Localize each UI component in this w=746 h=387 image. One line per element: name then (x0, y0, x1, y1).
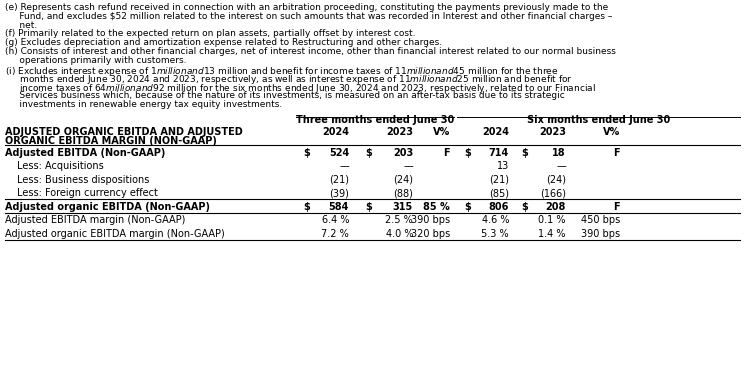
Text: 2023: 2023 (386, 127, 413, 137)
Text: F: F (613, 202, 620, 212)
Text: 450 bps: 450 bps (580, 215, 620, 225)
Text: 524: 524 (329, 147, 349, 158)
Text: (85): (85) (489, 188, 509, 198)
Text: Less: Acquisitions: Less: Acquisitions (17, 161, 104, 171)
Text: income taxes of $64 million and $92 million for the six months ended June 30, 20: income taxes of $64 million and $92 mill… (5, 82, 596, 95)
Text: ORGANIC EBITDA MARGIN (NON-GAAP): ORGANIC EBITDA MARGIN (NON-GAAP) (5, 135, 217, 146)
Text: 18: 18 (552, 147, 566, 158)
Text: Adjusted organic EBITDA margin (Non-GAAP): Adjusted organic EBITDA margin (Non-GAAP… (5, 229, 225, 239)
Text: —: — (557, 161, 566, 171)
Text: (24): (24) (393, 175, 413, 185)
Text: $: $ (365, 147, 372, 158)
Text: 2023: 2023 (539, 127, 566, 137)
Text: F: F (613, 147, 620, 158)
Text: V%: V% (603, 127, 620, 137)
Text: $: $ (303, 147, 310, 158)
Text: 1.4 %: 1.4 % (539, 229, 566, 239)
Text: operations primarily with customers.: operations primarily with customers. (5, 56, 186, 65)
Text: net.: net. (5, 21, 37, 29)
Text: investments in renewable energy tax equity investments.: investments in renewable energy tax equi… (5, 100, 282, 109)
Text: Fund, and excludes $52 million related to the interest on such amounts that was : Fund, and excludes $52 million related t… (5, 12, 612, 21)
Text: $: $ (521, 202, 527, 212)
Text: 13: 13 (497, 161, 509, 171)
Text: ADJUSTED ORGANIC EBITDA AND ADJUSTED: ADJUSTED ORGANIC EBITDA AND ADJUSTED (5, 127, 242, 137)
Text: 806: 806 (489, 202, 509, 212)
Text: 208: 208 (545, 202, 566, 212)
Text: (88): (88) (393, 188, 413, 198)
Text: 390 bps: 390 bps (581, 229, 620, 239)
Text: Adjusted organic EBITDA (Non-GAAP): Adjusted organic EBITDA (Non-GAAP) (5, 202, 210, 212)
Text: (h) Consists of interest and other financial charges, net of interest income, ot: (h) Consists of interest and other finan… (5, 47, 616, 56)
Text: 320 bps: 320 bps (411, 229, 450, 239)
Text: $: $ (464, 202, 471, 212)
Text: —: — (339, 161, 349, 171)
Text: 7.2 %: 7.2 % (322, 229, 349, 239)
Text: Three months ended June 30: Three months ended June 30 (296, 115, 454, 125)
Text: 4.6 %: 4.6 % (481, 215, 509, 225)
Text: F: F (443, 147, 450, 158)
Text: (21): (21) (329, 175, 349, 185)
Text: (24): (24) (546, 175, 566, 185)
Text: 4.0 %: 4.0 % (386, 229, 413, 239)
Text: (f) Primarily related to the expected return on plan assets, partially offset by: (f) Primarily related to the expected re… (5, 29, 416, 38)
Text: 584: 584 (329, 202, 349, 212)
Text: (e) Represents cash refund received in connection with an arbitration proceeding: (e) Represents cash refund received in c… (5, 3, 608, 12)
Text: (21): (21) (489, 175, 509, 185)
Text: 2.5 %: 2.5 % (385, 215, 413, 225)
Text: 0.1 %: 0.1 % (539, 215, 566, 225)
Text: (39): (39) (329, 188, 349, 198)
Text: 2024: 2024 (322, 127, 349, 137)
Text: 6.4 %: 6.4 % (322, 215, 349, 225)
Text: 2024: 2024 (482, 127, 509, 137)
Text: (i) Excludes interest expense of $1 million and $13 million and benefit for inco: (i) Excludes interest expense of $1 mill… (5, 65, 559, 78)
Text: 5.3 %: 5.3 % (481, 229, 509, 239)
Text: 390 bps: 390 bps (411, 215, 450, 225)
Text: Less: Foreign currency effect: Less: Foreign currency effect (17, 188, 158, 198)
Text: $: $ (521, 147, 527, 158)
Text: Less: Business dispositions: Less: Business dispositions (17, 175, 149, 185)
Text: (166): (166) (540, 188, 566, 198)
Text: 85 %: 85 % (423, 202, 450, 212)
Text: Adjusted EBITDA (Non-GAAP): Adjusted EBITDA (Non-GAAP) (5, 147, 166, 158)
Text: 203: 203 (392, 147, 413, 158)
Text: Services business which, because of the nature of its investments, is measured o: Services business which, because of the … (5, 91, 565, 100)
Text: —: — (404, 161, 413, 171)
Text: months ended June 30, 2024 and 2023, respectively, as well as interest expense o: months ended June 30, 2024 and 2023, res… (5, 74, 573, 86)
Text: $: $ (365, 202, 372, 212)
Text: $: $ (303, 202, 310, 212)
Text: V%: V% (433, 127, 450, 137)
Text: Six months ended June 30: Six months ended June 30 (527, 115, 670, 125)
Text: (g) Excludes depreciation and amortization expense related to Restructuring and : (g) Excludes depreciation and amortizati… (5, 38, 442, 47)
Text: 315: 315 (392, 202, 413, 212)
Text: 714: 714 (489, 147, 509, 158)
Text: Adjusted EBITDA margin (Non-GAAP): Adjusted EBITDA margin (Non-GAAP) (5, 215, 185, 225)
Text: $: $ (464, 147, 471, 158)
